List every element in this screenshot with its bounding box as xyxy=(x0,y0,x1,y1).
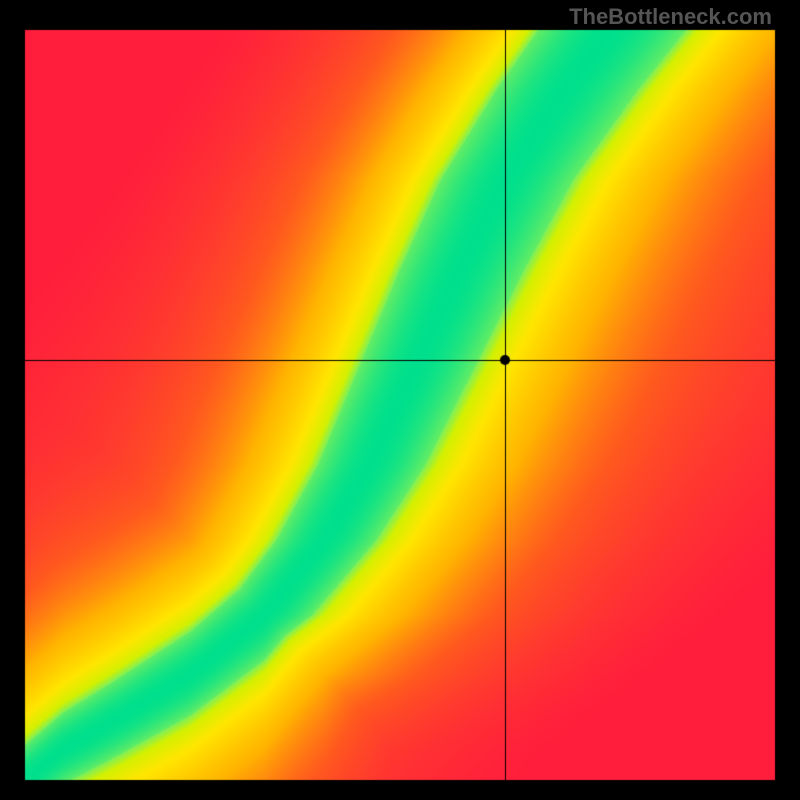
bottleneck-heatmap xyxy=(0,0,800,800)
chart-container: { "watermark": { "text": "TheBottleneck.… xyxy=(0,0,800,800)
watermark-text: TheBottleneck.com xyxy=(569,4,772,30)
